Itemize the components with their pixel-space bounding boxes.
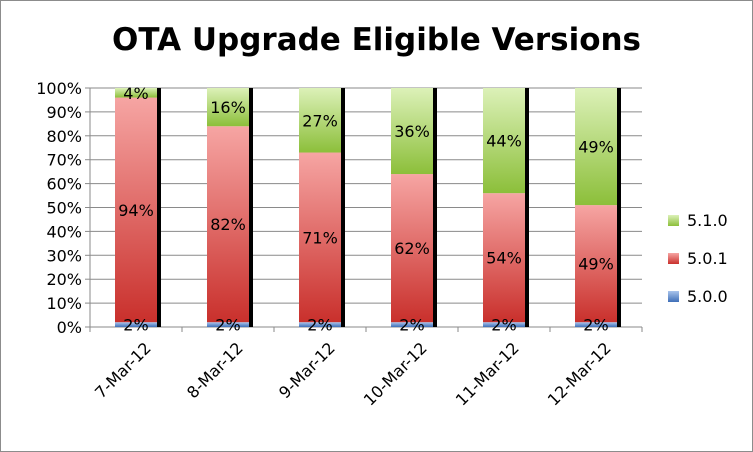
bar-shadow — [433, 88, 437, 327]
bars — [115, 88, 621, 327]
data-label: 36% — [394, 122, 430, 141]
legend: 5.1.0 5.0.1 5.0.0 — [668, 211, 728, 306]
data-label: 4% — [123, 84, 148, 103]
y-tick-label: 80% — [46, 127, 82, 146]
bar-5-0-1 — [207, 126, 249, 323]
bar-5-0-0 — [575, 322, 617, 327]
bar-5-0-0 — [483, 322, 525, 327]
bar-shadow — [525, 88, 529, 327]
y-tick-label: 50% — [46, 199, 82, 218]
y-tick-label: 90% — [46, 103, 82, 122]
data-label: 2% — [583, 316, 608, 335]
data-label: 2% — [307, 316, 332, 335]
bar-5-1-0 — [391, 88, 433, 175]
data-label: 2% — [123, 316, 148, 335]
data-labels: 2% 94% 4% 2% 82% 16% 2% 71% 27% 2% 62% 36% 2% 54% 44% 2… — [118, 84, 614, 335]
chart-title: OTA Upgrade Eligible Versions — [111, 22, 642, 58]
legend-swatch — [668, 215, 679, 226]
x-tick-label: 10-Mar-12 — [360, 338, 431, 409]
data-label: 16% — [210, 98, 246, 117]
bar-shadow — [157, 88, 161, 327]
bar-5-0-1 — [299, 152, 341, 323]
data-label: 2% — [399, 316, 424, 335]
y-tick-label: 70% — [46, 151, 82, 170]
x-tick-label: 7-Mar-12 — [91, 338, 155, 402]
y-tick-label: 20% — [46, 270, 82, 289]
legend-label: 5.0.0 — [687, 287, 728, 306]
x-tick-label: 12-Mar-12 — [544, 338, 615, 409]
y-tick-label: 0% — [57, 318, 82, 337]
y-tick-label: 100% — [36, 79, 82, 98]
bar-5-0-1 — [483, 193, 525, 323]
bar-5-1-0 — [115, 88, 157, 98]
bar-5-0-0 — [391, 322, 433, 327]
bar-shadow — [341, 88, 345, 327]
data-label: 94% — [118, 201, 154, 220]
data-label: 62% — [394, 239, 430, 258]
bar-5-1-0 — [207, 88, 249, 127]
x-tick-label: 8-Mar-12 — [183, 338, 247, 402]
legend-swatch — [668, 253, 679, 264]
legend-label: 5.1.0 — [687, 211, 728, 230]
bar-5-0-0 — [115, 322, 157, 327]
data-label: 54% — [486, 249, 522, 268]
data-label: 44% — [486, 132, 522, 151]
bar-5-0-1 — [115, 97, 157, 323]
data-label: 82% — [210, 215, 246, 234]
y-tick-label: 10% — [46, 294, 82, 313]
data-label: 49% — [578, 255, 614, 274]
bar-shadow — [617, 88, 621, 327]
bar-5-0-0 — [299, 322, 341, 327]
bar-5-0-1 — [575, 205, 617, 323]
bar-5-0-1 — [391, 174, 433, 323]
data-label: 71% — [302, 228, 338, 247]
y-tick-label: 30% — [46, 246, 82, 265]
data-label: 27% — [302, 111, 338, 130]
gridlines — [90, 87, 642, 328]
bar-5-1-0 — [575, 88, 617, 206]
legend-label: 5.0.1 — [687, 249, 728, 268]
legend-swatch — [668, 291, 679, 302]
x-tick-label: 11-Mar-12 — [452, 338, 523, 409]
y-tick-label: 60% — [46, 175, 82, 194]
data-label: 2% — [491, 316, 516, 335]
bar-5-1-0 — [299, 88, 341, 153]
x-tick-label: 9-Mar-12 — [275, 338, 339, 402]
y-tick-label: 40% — [46, 222, 82, 241]
bar-5-0-0 — [207, 322, 249, 327]
bar-shadow — [249, 88, 253, 327]
data-label: 49% — [578, 138, 614, 157]
data-label: 2% — [215, 316, 240, 335]
bar-5-1-0 — [483, 88, 525, 194]
